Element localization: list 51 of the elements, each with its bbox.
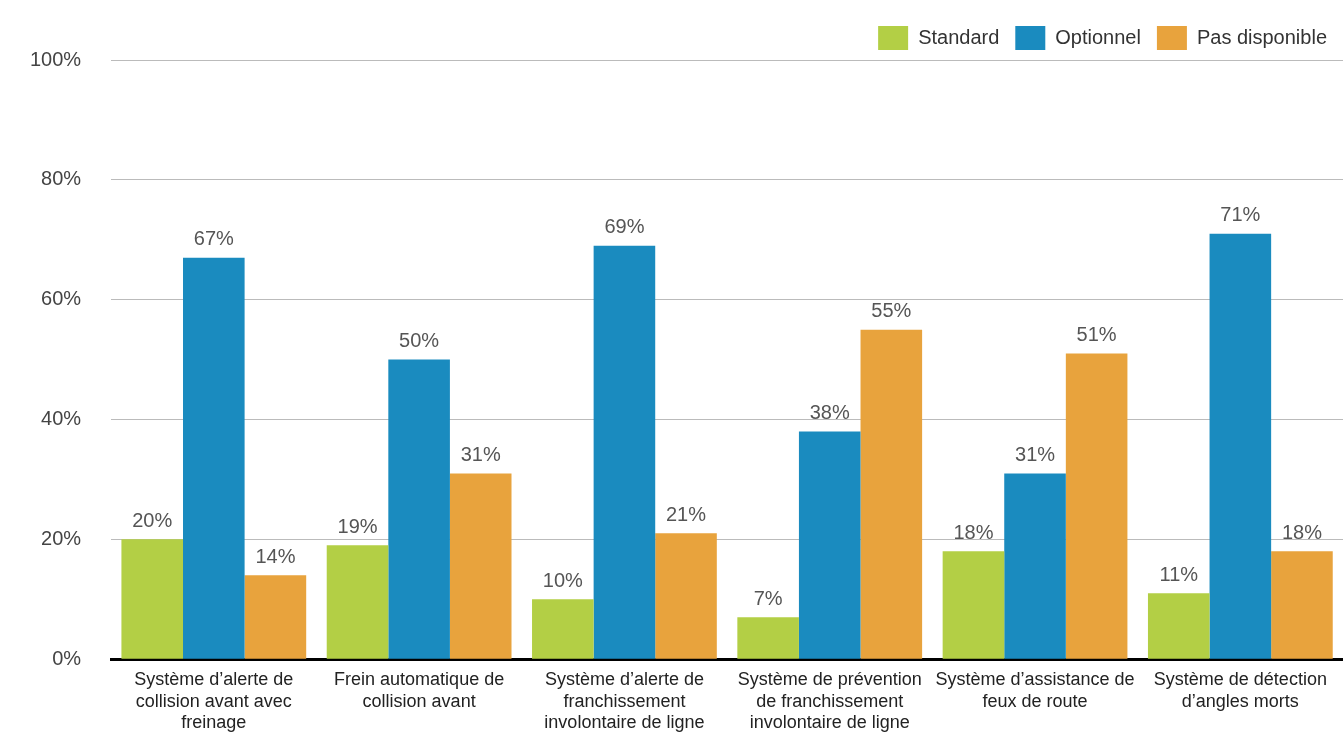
- x-tick-label: Système de détection d’angles morts: [1153, 668, 1327, 711]
- data-label: 18%: [1281, 520, 1323, 543]
- y-tick-label: 60%: [41, 287, 82, 310]
- data-label: 51%: [1076, 323, 1117, 346]
- data-label: 14%: [255, 544, 296, 567]
- y-tick-label: 100%: [30, 47, 82, 70]
- bar: [1209, 233, 1272, 659]
- y-tick-label: 40%: [41, 407, 82, 430]
- x-tick-label: Système d’assistance de feux de route: [935, 668, 1135, 711]
- legend-label: Pas disponible: [1196, 25, 1328, 48]
- y-tick-label: 0%: [52, 646, 82, 669]
- data-label: 11%: [1159, 562, 1199, 585]
- data-label: 50%: [399, 329, 440, 352]
- x-tick-label: Système d’alerte de franchissement involontaire de ligne: [544, 668, 705, 733]
- bar: [449, 473, 512, 659]
- bar: [860, 329, 923, 659]
- bar: [326, 545, 389, 659]
- bar: [1004, 473, 1066, 659]
- data-label: 67%: [193, 227, 235, 250]
- legend-label: Optionnel: [1055, 25, 1141, 48]
- data-label: 19%: [337, 514, 378, 537]
- data-label: 55%: [871, 299, 912, 322]
- data-label: 69%: [604, 215, 645, 238]
- x-tick-label: Frein automatique de collision avant: [334, 668, 505, 711]
- bar: [1147, 593, 1210, 659]
- bar: [655, 533, 717, 659]
- bar: [121, 539, 184, 659]
- data-label: 21%: [666, 502, 707, 525]
- bar: [942, 551, 1005, 659]
- bar: [593, 245, 656, 659]
- bar: [532, 599, 594, 659]
- y-tick-label: 80%: [41, 167, 82, 190]
- bar: [798, 431, 861, 659]
- data-label: 20%: [132, 508, 173, 531]
- bar: [183, 257, 245, 659]
- data-label: 18%: [953, 520, 994, 543]
- x-tick-label: Système d’alerte de collision avant avec freinage: [134, 668, 294, 733]
- data-label: 7%: [753, 586, 783, 609]
- bar: [388, 359, 450, 659]
- data-label: 31%: [460, 442, 501, 465]
- data-label: 10%: [542, 568, 584, 591]
- data-label: 71%: [1220, 203, 1261, 226]
- bar: [244, 575, 307, 659]
- data-label: 38%: [809, 401, 850, 424]
- bar: [737, 617, 799, 659]
- y-tick-label: 20%: [41, 526, 82, 549]
- bar: [1065, 353, 1128, 659]
- data-label: 31%: [1015, 442, 1056, 465]
- x-tick-label: Système de prévention de franchissement involontaire de ligne: [737, 668, 922, 733]
- legend-label: Standard: [918, 25, 1000, 48]
- bar: [1271, 551, 1333, 659]
